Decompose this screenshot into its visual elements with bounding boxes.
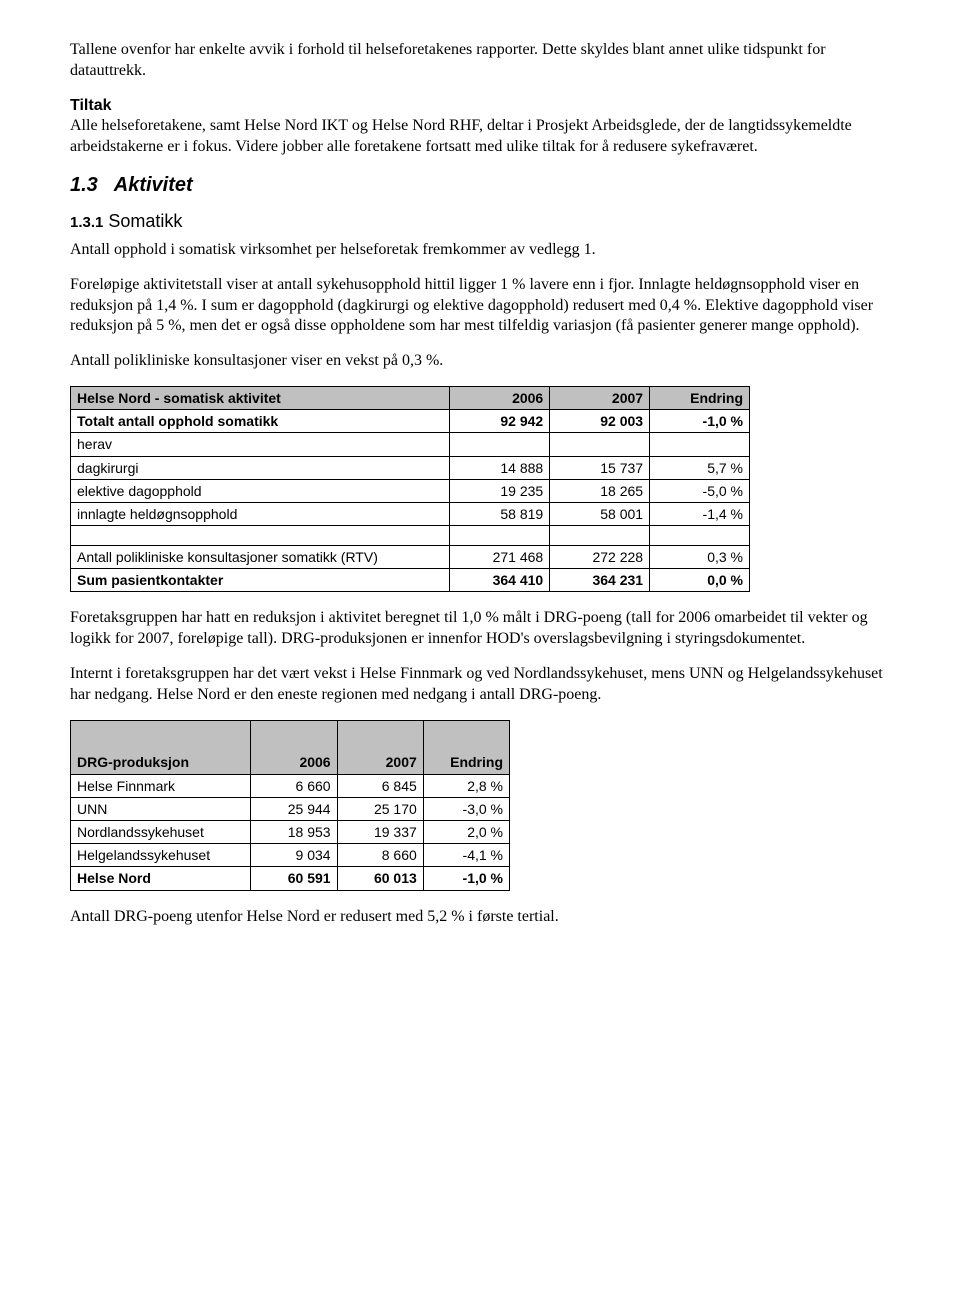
table-cell: 58 001: [550, 502, 650, 525]
table-row: UNN25 94425 170-3,0 %: [71, 797, 510, 820]
table-cell: [650, 526, 750, 546]
after-table1-p1: Foretaksgruppen har hatt en reduksjon i …: [70, 608, 890, 650]
table-cell: 25 170: [337, 797, 423, 820]
col-header: DRG-produksjon: [71, 720, 251, 774]
table-cell: 5,7 %: [650, 456, 750, 479]
table-row: [71, 526, 750, 546]
table-cell: [450, 433, 550, 456]
table-cell: 60 591: [251, 867, 337, 890]
tiltak-paragraph: Tiltak Alle helseforetakene, samt Helse …: [70, 96, 890, 158]
table-cell: 8 660: [337, 844, 423, 867]
tiltak-heading: Tiltak: [70, 97, 112, 114]
table-cell: 2,0 %: [423, 821, 509, 844]
table-cell: [550, 433, 650, 456]
subsection-heading-somatikk: 1.3.1 Somatikk: [70, 208, 890, 234]
table-row: Helgelandssykehuset9 0348 660-4,1 %: [71, 844, 510, 867]
table-cell: -1,0 %: [650, 410, 750, 433]
somatikk-p1: Antall opphold i somatisk virksomhet per…: [70, 240, 890, 261]
table-cell: Helgelandssykehuset: [71, 844, 251, 867]
table-cell: Sum pasientkontakter: [71, 569, 450, 592]
table-row: innlagte heldøgnsopphold58 81958 001-1,4…: [71, 502, 750, 525]
table-cell: 272 228: [550, 546, 650, 569]
table-cell: -1,4 %: [650, 502, 750, 525]
table-cell: 15 737: [550, 456, 650, 479]
table-header-row: DRG-produksjon 2006 2007 Endring: [71, 720, 510, 774]
subsection-number: 1.3.1: [70, 214, 103, 231]
table-row: herav: [71, 433, 750, 456]
table-row: Totalt antall opphold somatikk92 94292 0…: [71, 410, 750, 433]
table-cell: [550, 526, 650, 546]
table-cell: 364 231: [550, 569, 650, 592]
table-cell: 2,8 %: [423, 774, 509, 797]
table-row: elektive dagopphold19 23518 265-5,0 %: [71, 479, 750, 502]
table-cell: 58 819: [450, 502, 550, 525]
table-cell: 92 003: [550, 410, 650, 433]
section-title: Aktivitet: [114, 174, 193, 196]
table-row: dagkirurgi14 88815 7375,7 %: [71, 456, 750, 479]
final-paragraph: Antall DRG-poeng utenfor Helse Nord er r…: [70, 907, 890, 928]
col-header: 2006: [251, 720, 337, 774]
table-cell: innlagte heldøgnsopphold: [71, 502, 450, 525]
tiltak-body: Alle helseforetakene, samt Helse Nord IK…: [70, 117, 852, 155]
table-cell: -4,1 %: [423, 844, 509, 867]
table-row: Nordlandssykehuset18 95319 3372,0 %: [71, 821, 510, 844]
table-row: Antall polikliniske konsultasjoner somat…: [71, 546, 750, 569]
table-cell: 6 845: [337, 774, 423, 797]
table-cell: Totalt antall opphold somatikk: [71, 410, 450, 433]
col-header: 2007: [550, 386, 650, 409]
somatikk-p3: Antall polikliniske konsultasjoner viser…: [70, 351, 890, 372]
table-cell: Helse Finnmark: [71, 774, 251, 797]
table-cell: 92 942: [450, 410, 550, 433]
table-row: Helse Finnmark6 6606 8452,8 %: [71, 774, 510, 797]
table-cell: 19 337: [337, 821, 423, 844]
after-table1-p2: Internt i foretaksgruppen har det vært v…: [70, 664, 890, 706]
table-cell: UNN: [71, 797, 251, 820]
col-header: Endring: [423, 720, 509, 774]
table-cell: -5,0 %: [650, 479, 750, 502]
table-row: Helse Nord60 59160 013-1,0 %: [71, 867, 510, 890]
table-cell: [650, 433, 750, 456]
drg-produksjon-table: DRG-produksjon 2006 2007 Endring Helse F…: [70, 720, 510, 891]
somatisk-aktivitet-table: Helse Nord - somatisk aktivitet 2006 200…: [70, 386, 750, 593]
table-cell: dagkirurgi: [71, 456, 450, 479]
table-cell: 6 660: [251, 774, 337, 797]
table-cell: 18 953: [251, 821, 337, 844]
col-header: 2006: [450, 386, 550, 409]
col-header: Endring: [650, 386, 750, 409]
table-cell: 14 888: [450, 456, 550, 479]
table-header-row: Helse Nord - somatisk aktivitet 2006 200…: [71, 386, 750, 409]
table-cell: 19 235: [450, 479, 550, 502]
section-heading-aktivitet: 1.3 Aktivitet: [70, 172, 890, 198]
table-cell: Nordlandssykehuset: [71, 821, 251, 844]
table-cell: 25 944: [251, 797, 337, 820]
table-cell: 364 410: [450, 569, 550, 592]
subsection-title: Somatikk: [108, 211, 182, 231]
somatikk-p2: Foreløpige aktivitetstall viser at antal…: [70, 275, 890, 337]
table-cell: herav: [71, 433, 450, 456]
table-cell: Helse Nord: [71, 867, 251, 890]
table-cell: 9 034: [251, 844, 337, 867]
table-cell: 18 265: [550, 479, 650, 502]
table-cell: elektive dagopphold: [71, 479, 450, 502]
table-cell: 271 468: [450, 546, 550, 569]
section-number: 1.3: [70, 174, 98, 196]
col-header: Helse Nord - somatisk aktivitet: [71, 386, 450, 409]
table-cell: 0,0 %: [650, 569, 750, 592]
table-cell: -3,0 %: [423, 797, 509, 820]
table-row: Sum pasientkontakter364 410364 2310,0 %: [71, 569, 750, 592]
table-cell: -1,0 %: [423, 867, 509, 890]
table-cell: Antall polikliniske konsultasjoner somat…: [71, 546, 450, 569]
col-header: 2007: [337, 720, 423, 774]
table-cell: [71, 526, 450, 546]
table-cell: 0,3 %: [650, 546, 750, 569]
table-cell: 60 013: [337, 867, 423, 890]
intro-paragraph: Tallene ovenfor har enkelte avvik i forh…: [70, 40, 890, 82]
table-cell: [450, 526, 550, 546]
